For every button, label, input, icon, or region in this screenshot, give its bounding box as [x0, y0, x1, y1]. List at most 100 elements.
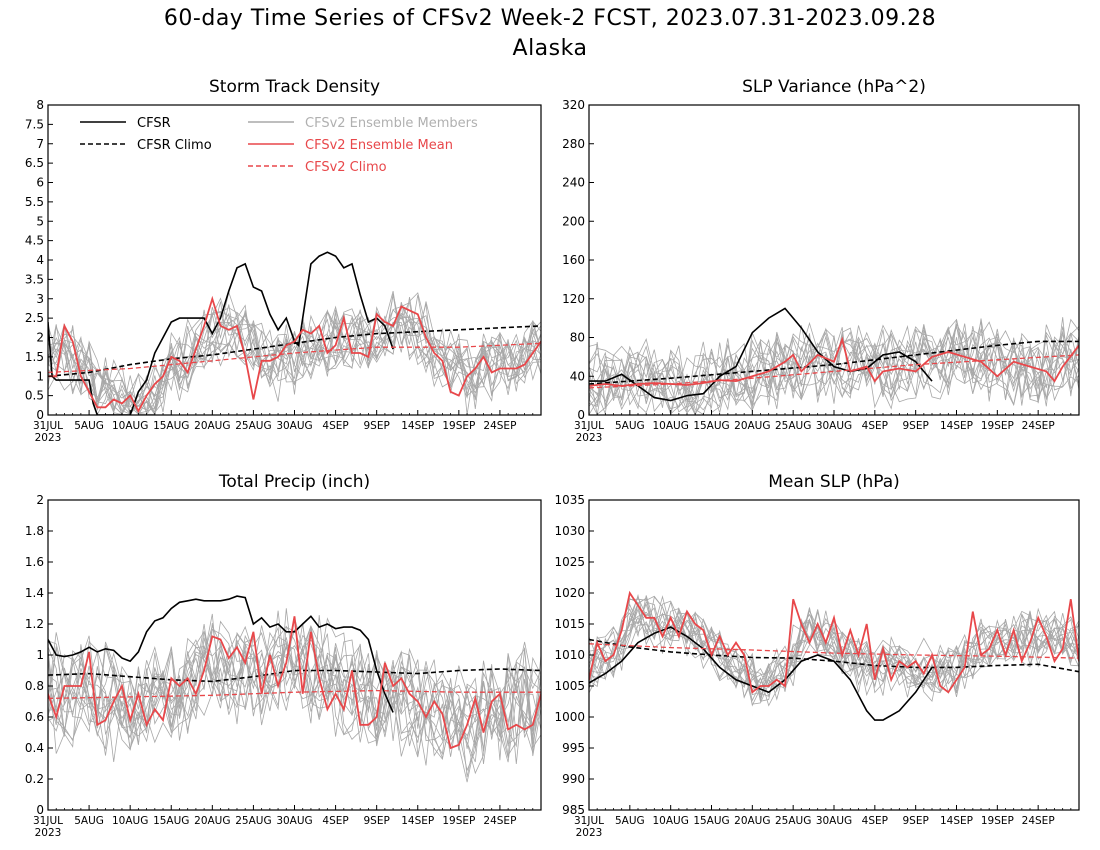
y-tick-label: 2: [36, 493, 44, 507]
panel-precip: 0 0.2 0.4 0.6 0.8 1 1.2 1.4 1.6 1.8 2 31JUL 5AUG 10AU…: [25, 472, 542, 839]
y-tick-label: 6.5: [25, 156, 44, 170]
x-tick-label: 25AUG: [235, 420, 271, 432]
x-year-label: 2023: [576, 432, 603, 444]
y-tick-label: 0.6: [25, 710, 44, 724]
x-tick-label: 25AUG: [235, 815, 271, 827]
ensemble-member-line: [589, 317, 1079, 413]
x-tick-label: 14SEP: [940, 420, 973, 432]
y-tick-label: 0: [36, 803, 44, 817]
x-tick-label: 31JUL: [574, 815, 604, 827]
y-tick-label: 7.5: [25, 117, 44, 131]
y-tick-label: 995: [562, 741, 585, 755]
x-tick-label: 25AUG: [775, 815, 811, 827]
cfsr-climo-line: [48, 325, 541, 378]
y-tick-label: 1035: [554, 493, 585, 507]
ensemble-member-line: [589, 595, 1079, 699]
x-tick-label: 9SEP: [903, 420, 929, 432]
x-tick-label: 19SEP: [981, 815, 1014, 827]
y-tick-label: 1000: [554, 710, 585, 724]
x-tick-label: 10AUG: [112, 420, 148, 432]
y-tick-label: 6: [36, 176, 44, 190]
y-tick-label: 0.4: [25, 741, 44, 755]
panel-title: Total Precip (inch): [218, 472, 370, 492]
y-tick-label: 5.5: [25, 195, 44, 209]
x-tick-label: 31JUL: [33, 420, 63, 432]
y-tick-label: 280: [562, 137, 585, 151]
y-tick-label: 1010: [554, 648, 585, 662]
x-tick-label: 30AUG: [816, 815, 852, 827]
ensemble-member-line: [589, 325, 1079, 415]
x-year-label: 2023: [35, 827, 62, 839]
y-tick-label: 8: [36, 98, 44, 112]
x-tick-label: 5AUG: [74, 420, 104, 432]
x-tick-label: 14SEP: [940, 815, 973, 827]
ensemble-member-line: [589, 323, 1079, 408]
legend-label: CFSv2 Ensemble Members: [305, 116, 478, 131]
y-tick-label: 0.5: [25, 389, 44, 403]
ensemble-member-line: [589, 602, 1079, 694]
x-tick-label: 24SEP: [1022, 815, 1055, 827]
ensemble-member-line: [48, 626, 541, 753]
y-tick-label: 1030: [554, 524, 585, 538]
cfsv2-ensemble-mean-line: [589, 590, 1079, 694]
x-tick-label: 15AUG: [153, 420, 189, 432]
x-tick-label: 15AUG: [693, 815, 729, 827]
legend-label: CFSR Climo: [137, 138, 212, 153]
y-tick-label: 4.5: [25, 234, 44, 248]
y-tick-label: 1.6: [25, 555, 44, 569]
ensemble-member-line: [48, 622, 541, 756]
y-tick-label: 1015: [554, 617, 585, 631]
ensemble-member-line: [48, 292, 541, 402]
y-tick-label: 0.8: [25, 679, 44, 693]
x-tick-label: 15AUG: [153, 815, 189, 827]
y-tick-label: 990: [562, 772, 585, 786]
cfsr-climo-line: [589, 638, 1079, 673]
y-tick-label: 1020: [554, 586, 585, 600]
legend-label: CFSR: [137, 116, 171, 131]
y-tick-label: 2: [36, 331, 44, 345]
panel-mslp: 985 990 995 1000 1005 1010 1015 1020 1025 1030 103…: [554, 472, 1080, 839]
ensemble-member-line: [48, 290, 541, 415]
panel-title: SLP Variance (hPa^2): [742, 77, 926, 97]
plot-area-slpvar: [589, 307, 1079, 415]
x-tick-label: 10AUG: [112, 815, 148, 827]
ensemble-member-line: [589, 323, 1079, 415]
plot-frame: [47, 499, 542, 811]
x-tick-label: 10AUG: [652, 815, 688, 827]
panel-title: Mean SLP (hPa): [768, 472, 900, 492]
x-tick-label: 5AUG: [74, 815, 104, 827]
x-tick-label: 20AUG: [194, 815, 230, 827]
cfsv2-climo-line: [48, 342, 541, 374]
y-tick-label: 1025: [554, 555, 585, 569]
cfsv2-climo-line: [48, 689, 541, 700]
panel-slpvar: 0 40 80 120 160 200 240 280 320 31JUL 5AUG 10AUG 15A…: [562, 77, 1080, 444]
y-tick-label: 5: [36, 214, 44, 228]
legend-label: CFSv2 Ensemble Mean: [305, 138, 453, 153]
x-tick-label: 24SEP: [483, 815, 516, 827]
y-tick-label: 3.5: [25, 272, 44, 286]
cfsr-line: [48, 595, 394, 713]
y-tick-label: 1: [36, 648, 44, 662]
x-tick-label: 15AUG: [693, 420, 729, 432]
ensemble-member-line: [589, 318, 1079, 414]
x-year-label: 2023: [576, 827, 603, 839]
ensemble-member-line: [589, 595, 1079, 692]
y-tick-label: 0: [577, 408, 585, 422]
x-tick-label: 20AUG: [194, 420, 230, 432]
plot-area-mslp: [589, 590, 1079, 721]
x-tick-label: 19SEP: [981, 420, 1014, 432]
x-tick-label: 31JUL: [33, 815, 63, 827]
y-tick-label: 80: [570, 331, 585, 345]
plot-area-precip: [48, 595, 541, 783]
panel-storm: 0 0.5 1 1.5 2 2.5 3 3.5 4 4.5 5 5.5 6 6.5 7 7.5 8 31JUL 5A…: [25, 77, 542, 444]
ensemble-member-line: [48, 301, 541, 415]
y-tick-label: 200: [562, 214, 585, 228]
ensemble-member-line: [48, 608, 541, 778]
x-tick-label: 19SEP: [442, 815, 475, 827]
y-tick-label: 320: [562, 98, 585, 112]
ensemble-member-line: [48, 610, 541, 763]
y-tick-label: 0: [36, 408, 44, 422]
x-tick-label: 4SEP: [862, 420, 888, 432]
x-tick-label: 31JUL: [574, 420, 604, 432]
ensemble-member-line: [48, 632, 541, 765]
